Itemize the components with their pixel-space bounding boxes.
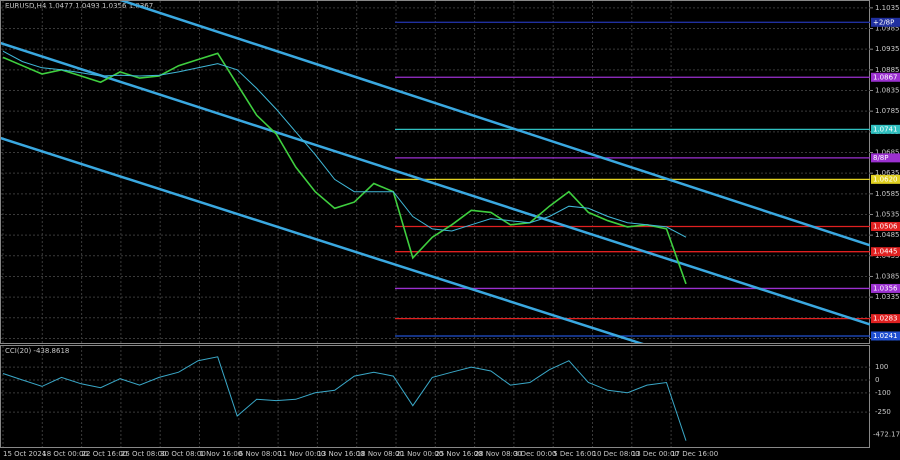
level-label: 1.0741 <box>873 125 898 133</box>
level-label: +2/8P <box>873 18 894 26</box>
x-tick-label: 3 Dec 00:00 <box>514 450 557 458</box>
x-tick-label: 15 Oct 2024 <box>3 450 47 458</box>
x-tick-label: 10 Dec 08:00 <box>593 450 640 458</box>
y-tick-label: 1.0985 <box>875 25 900 33</box>
indicator-tick-label: 100 <box>875 363 888 371</box>
level-tag <box>871 72 900 82</box>
x-tick-label: 22 Oct 16:00 <box>82 450 128 458</box>
x-tick-label: 30 Oct 08:00 <box>160 450 206 458</box>
x-tick-label: 21 Nov 00:00 <box>396 450 443 458</box>
level-tag <box>871 153 900 163</box>
level-label: 1.0867 <box>873 73 898 81</box>
indicator-tick-label: -100 <box>875 389 891 397</box>
price-panel-frame <box>0 0 870 344</box>
level-tag <box>871 174 900 184</box>
y-tick-label: 1.0385 <box>875 272 900 280</box>
y-tick-label: 1.0685 <box>875 148 900 156</box>
indicator-title: CCI(20) -438.8618 <box>5 347 69 355</box>
level-label: 1.0620 <box>873 175 898 183</box>
y-tick-label: 1.0335 <box>875 293 900 301</box>
y-tick-label: 1.0535 <box>875 210 900 218</box>
y-tick-label: 1.0635 <box>875 169 900 177</box>
x-tick-label: 25 Nov 16:00 <box>435 450 482 458</box>
x-tick-label: 11 Nov 00:00 <box>278 450 325 458</box>
y-tick-label: 1.0835 <box>875 87 900 95</box>
channel-line <box>119 1 870 247</box>
series-line <box>2 52 687 285</box>
level-label: 1.0241 <box>873 332 898 340</box>
x-tick-label: 1 Nov 16:00 <box>200 450 243 458</box>
y-tick-label: 1.0885 <box>875 66 900 74</box>
level-tag <box>871 247 900 257</box>
indicator-tick-label: 0 <box>875 376 879 384</box>
x-tick-label: 5 Dec 16:00 <box>553 450 596 458</box>
channel-line <box>1 136 644 343</box>
x-tick-label: 18 Nov 08:00 <box>357 450 404 458</box>
channel-line <box>1 41 870 326</box>
indicator-panel-frame <box>0 345 870 448</box>
x-tick-label: 18 Oct 00:00 <box>42 450 88 458</box>
x-tick-label: 17 Dec 16:00 <box>671 450 718 458</box>
level-label: 8/8P <box>873 154 889 162</box>
x-tick-label: 13 Nov 16:00 <box>317 450 364 458</box>
chart-title: EURUSD,H4 1.0477 1.0493 1.0356 1.0367 <box>5 2 153 10</box>
level-tag <box>871 17 900 27</box>
level-label: 1.0283 <box>873 315 898 323</box>
y-tick-label: 1.0935 <box>875 45 900 53</box>
level-label: 1.0506 <box>873 222 898 230</box>
indicator-line <box>2 356 687 441</box>
level-tag <box>871 331 900 341</box>
x-tick-label: 25 Oct 08:00 <box>121 450 167 458</box>
y-tick-label: 1.0785 <box>875 107 900 115</box>
y-tick-label: 1.0485 <box>875 231 900 239</box>
x-tick-label: 28 Nov 08:00 <box>475 450 522 458</box>
y-tick-label: 1.0585 <box>875 190 900 198</box>
level-tag <box>871 221 900 231</box>
series-line <box>2 50 687 238</box>
indicator-tick-label: -250 <box>875 408 891 416</box>
x-tick-label: 13 Dec 00:00 <box>632 450 679 458</box>
x-tick-label: 6 Nov 08:00 <box>239 450 282 458</box>
level-label: 1.0445 <box>873 248 898 256</box>
level-tag <box>871 124 900 134</box>
level-label: 1.0356 <box>873 284 898 292</box>
indicator-value-label: -472.1751 <box>873 431 900 439</box>
level-tag <box>871 314 900 324</box>
level-tag <box>871 283 900 293</box>
y-tick-label: 1.1035 <box>875 4 900 12</box>
